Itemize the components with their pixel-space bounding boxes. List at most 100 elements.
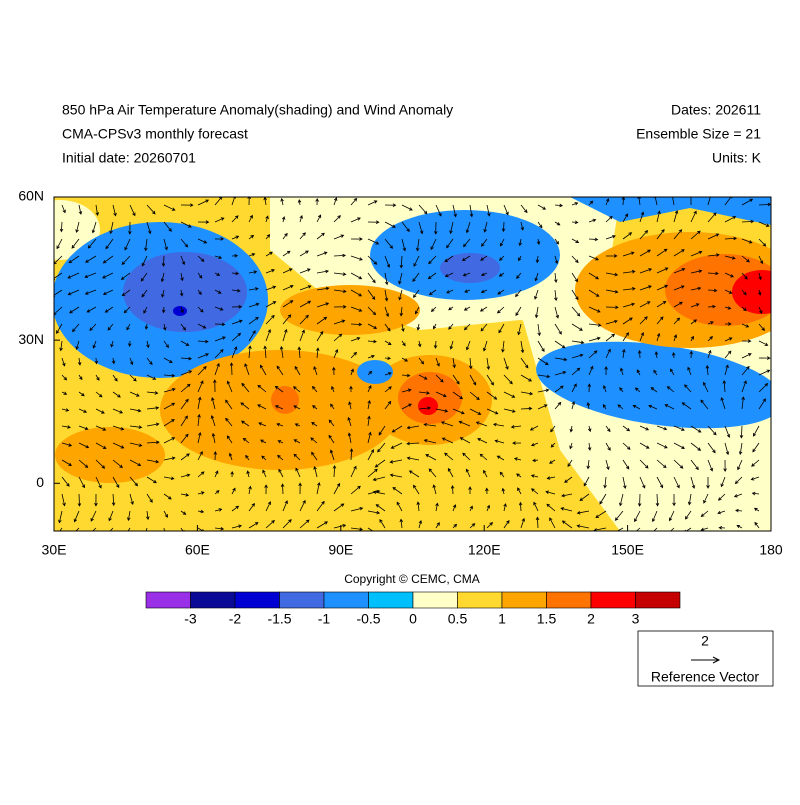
wind-arrow: [350, 306, 363, 312]
wind-arrow: [671, 351, 676, 359]
wind-arrow: [587, 383, 592, 393]
wind-arrow: [605, 425, 611, 433]
wind-arrow: [736, 524, 743, 529]
wind-arrow: [110, 340, 114, 348]
wind-arrow: [520, 391, 534, 396]
wind-arrow: [637, 493, 642, 507]
wind-arrow: [622, 425, 631, 432]
wind-arrow: [720, 476, 726, 488]
wind-arrow: [602, 384, 607, 393]
wind-arrow: [333, 482, 341, 495]
wind-arrow: [163, 476, 175, 481]
wind-arrow: [401, 373, 411, 378]
wind-arrow: [367, 323, 378, 329]
wind-arrow: [432, 484, 437, 495]
wind-arrow: [68, 255, 80, 264]
wind-arrow: [299, 329, 305, 342]
wind-arrow: [95, 408, 105, 414]
wind-arrow: [333, 215, 341, 223]
wind-arrow: [384, 371, 392, 376]
wind-arrow: [347, 416, 352, 427]
wind-arrow: [602, 404, 607, 410]
wind-arrow: [297, 199, 302, 206]
wind-arrow: [673, 476, 680, 489]
wind-arrow: [587, 425, 592, 433]
wind-arrow: [469, 523, 476, 529]
wind-arrow: [639, 442, 650, 449]
wind-arrow: [520, 221, 525, 231]
wind-arrow: [328, 434, 335, 444]
colorbar-swatch: [234, 591, 280, 609]
wind-arrow: [684, 384, 692, 393]
wind-arrow: [145, 510, 150, 521]
wind-arrow: [197, 306, 204, 313]
wind-arrow: [145, 527, 148, 531]
wind-arrow: [331, 385, 335, 393]
shade: [280, 285, 420, 335]
wind-arrow: [482, 340, 488, 352]
wind-arrow: [571, 353, 584, 359]
wind-arrow: [406, 441, 420, 446]
wind-arrow: [571, 323, 583, 331]
wind-arrow: [274, 405, 284, 410]
wind-arrow: [469, 204, 474, 218]
wind-arrow: [758, 306, 763, 314]
wind-arrow: [758, 255, 764, 265]
wind-arrow: [293, 405, 301, 410]
wind-arrow: [197, 220, 210, 224]
wind-arrow: [656, 425, 668, 431]
wind-arrow: [265, 234, 271, 240]
wind-arrow: [333, 333, 343, 342]
wind-arrow: [146, 391, 159, 395]
wind-arrow: [707, 233, 720, 240]
wind-arrow: [265, 301, 277, 308]
wind-arrow: [571, 220, 579, 225]
wind-arrow: [503, 357, 509, 370]
wind-arrow: [758, 383, 769, 393]
wind-arrow: [95, 391, 103, 398]
wind-arrow: [406, 456, 420, 461]
wind-arrow: [639, 459, 649, 469]
wind-arrow: [180, 433, 189, 444]
wind-arrow: [294, 365, 301, 376]
wind-arrow: [586, 459, 591, 470]
wind-arrow: [622, 332, 629, 342]
wind-arrow: [180, 473, 191, 478]
wind-arrow: [225, 417, 233, 427]
y-tick-label: 60N: [18, 188, 44, 204]
wind-arrow: [333, 503, 345, 512]
wind-arrow: [367, 289, 376, 301]
wind-arrow: [724, 350, 732, 359]
wind-arrow: [741, 396, 745, 410]
colorbar-label: -2: [229, 611, 242, 627]
wind-arrow: [109, 221, 114, 235]
wind-arrow: [583, 476, 590, 487]
reference-box: [637, 630, 774, 687]
wind-arrow: [69, 306, 80, 314]
shade: [271, 386, 299, 414]
wind-arrow: [703, 493, 709, 504]
wind-arrow: [690, 197, 692, 206]
wind-arrow: [146, 459, 160, 464]
wind-arrow: [95, 425, 107, 431]
wind-arrow: [399, 255, 404, 269]
reference-label: Reference Vector: [651, 669, 760, 685]
wind-arrow: [248, 214, 253, 223]
wind-arrow: [163, 387, 176, 393]
wind-arrow: [622, 476, 627, 490]
wind-arrow: [265, 328, 272, 342]
wind-arrow: [741, 272, 748, 280]
shade: [732, 270, 771, 314]
wind-arrow: [435, 408, 449, 413]
wind-arrow: [349, 448, 354, 461]
wind-arrow: [739, 425, 744, 439]
wind-arrow: [248, 253, 256, 257]
wind-arrow: [401, 204, 413, 211]
wind-arrow: [435, 357, 440, 367]
wind-arrow: [462, 272, 471, 277]
wind-arrow: [61, 425, 71, 429]
wind-arrow: [265, 519, 275, 529]
wind-arrow: [180, 370, 193, 376]
wind-arrow: [350, 465, 357, 478]
wind-arrow: [637, 349, 642, 359]
